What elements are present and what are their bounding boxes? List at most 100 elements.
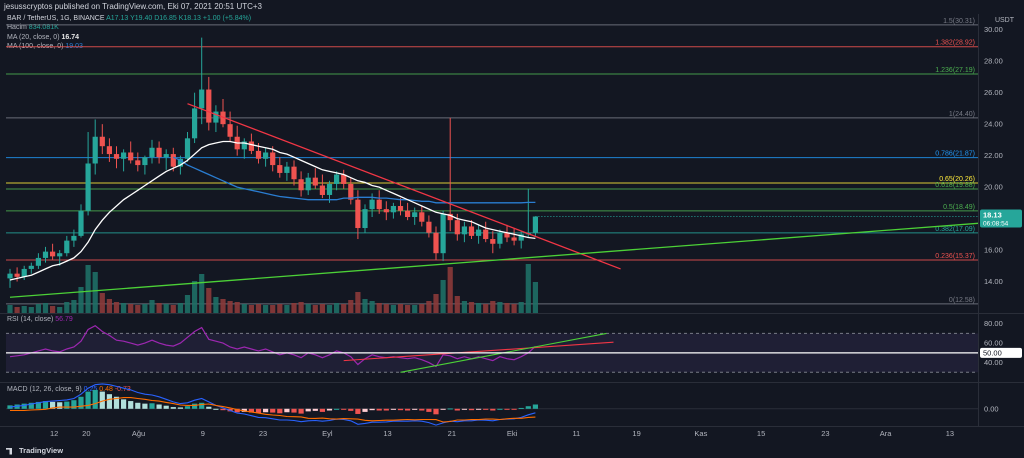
macd-histogram-bar [71, 400, 77, 409]
candle-body [376, 199, 382, 210]
macd-histogram-bar [170, 407, 176, 409]
candle-body [28, 265, 34, 269]
macd-histogram-bar [383, 408, 389, 411]
volume-bar [376, 303, 382, 313]
volume-bar [42, 303, 49, 313]
x-tick-label: 9 [201, 429, 205, 438]
x-tick-label: 11 [572, 429, 580, 438]
macd-histogram-bar [99, 391, 105, 409]
candle-body [412, 212, 418, 218]
volume-bar [461, 301, 467, 313]
volume-bar [149, 300, 155, 313]
candle-body [334, 174, 340, 184]
volume-bar [483, 304, 489, 313]
ma20-label[interactable]: MA (20, close, 0) [7, 33, 60, 41]
volume-bar [192, 281, 198, 313]
macd-histogram-bar [92, 389, 98, 409]
volume-bar [305, 304, 311, 313]
macd-histogram-bar [199, 402, 205, 409]
volume-bar [319, 304, 325, 313]
candle-body [199, 89, 205, 109]
macd-histogram-bar [362, 408, 368, 412]
volume-bar [390, 305, 396, 313]
candle-body [270, 152, 276, 166]
volume-bar [170, 305, 176, 313]
volume-bar [263, 305, 269, 313]
macd-histogram-bar [405, 408, 411, 411]
macd-histogram-bar [21, 403, 27, 409]
macd-histogram-bar [284, 408, 290, 413]
candle-body [50, 251, 56, 257]
volume-bar [291, 303, 297, 313]
macd-histogram-bar [341, 408, 347, 410]
candle-body [390, 205, 396, 213]
fib-level-label: 0.65(20.26) [939, 176, 975, 183]
candle-body [263, 152, 269, 159]
candle-body [405, 210, 411, 218]
macd-histogram-bar [270, 408, 276, 413]
tradingview-logo-icon [6, 447, 12, 455]
macd-histogram-bar [419, 408, 425, 411]
candle-body [284, 166, 290, 173]
rsi-legend[interactable]: RSI (14, close) 56.79 [7, 316, 73, 323]
volume-bar [14, 307, 20, 313]
x-tick-label: 23 [259, 429, 267, 438]
candle-body [383, 209, 389, 213]
trendline-green [9, 222, 979, 298]
volume-bar [454, 296, 460, 313]
macd-histogram-bar [220, 408, 226, 411]
rsi-label: RSI (14, close) [7, 316, 54, 323]
rsi-line [9, 324, 536, 368]
macd-legend[interactable]: MACD (12, 26, close, 9) 0.25 0.48 -0.73 [7, 386, 131, 393]
macd-histogram-bar [57, 402, 63, 409]
macd-histogram-bar [461, 408, 467, 410]
candle-body [419, 212, 425, 222]
volume-bar [220, 299, 226, 313]
macd-histogram-bar [412, 408, 418, 410]
fib-level-label: 0.786(21.87) [935, 151, 975, 158]
macd-histogram-bar [454, 408, 460, 411]
candle-body [518, 234, 524, 241]
volume-bar [156, 303, 162, 313]
price-tick-label: 20.00 [984, 183, 1003, 192]
macd-histogram-bar [319, 408, 325, 412]
volume-bar [348, 300, 354, 313]
volume-bar [227, 301, 233, 313]
candle-body [468, 226, 475, 236]
candle-body [156, 147, 162, 158]
price-tick-label: 30.00 [984, 25, 1003, 34]
macd-histogram-bar [263, 408, 269, 413]
fib-level-label: 0.618(19.88) [935, 182, 975, 189]
candle-body [21, 268, 27, 277]
volume-bar [277, 304, 283, 313]
price-tick-label: 24.00 [984, 120, 1003, 129]
volume-bar [312, 305, 318, 313]
macd-histogram-bar [518, 407, 524, 409]
candle-body [348, 183, 354, 200]
macd-histogram-bar [476, 408, 482, 410]
tradingview-brand[interactable]: TradingView [6, 446, 63, 455]
x-tick-label: Eki [507, 429, 518, 438]
brand-label: TradingView [19, 446, 64, 455]
x-tick-label: 19 [632, 429, 640, 438]
macd-histogram-bar [163, 405, 169, 409]
volume-bar [468, 302, 475, 313]
symbol-label[interactable]: BAR / TetherUS, 1G, BINANCE [7, 15, 105, 22]
rsi-last-badge [980, 347, 1022, 358]
candle-body [142, 157, 148, 166]
macd-histogram-bar [291, 408, 297, 413]
candle-body [447, 213, 453, 221]
volume-bar [135, 305, 141, 313]
countdown-label: 06:08:54 [983, 221, 1009, 228]
volume-bar [85, 265, 91, 313]
macd-histogram-bar [426, 408, 432, 412]
volume-bar [504, 303, 510, 313]
macd-histogram-bar [106, 394, 112, 409]
rsi-tick-label: 60.00 [984, 339, 1003, 348]
macd-histogram-bar [142, 403, 148, 409]
candle-body [454, 220, 460, 235]
volume-label[interactable]: Hacim [7, 24, 27, 32]
volume-bar [163, 304, 169, 313]
macd-histogram-bar [50, 401, 56, 409]
